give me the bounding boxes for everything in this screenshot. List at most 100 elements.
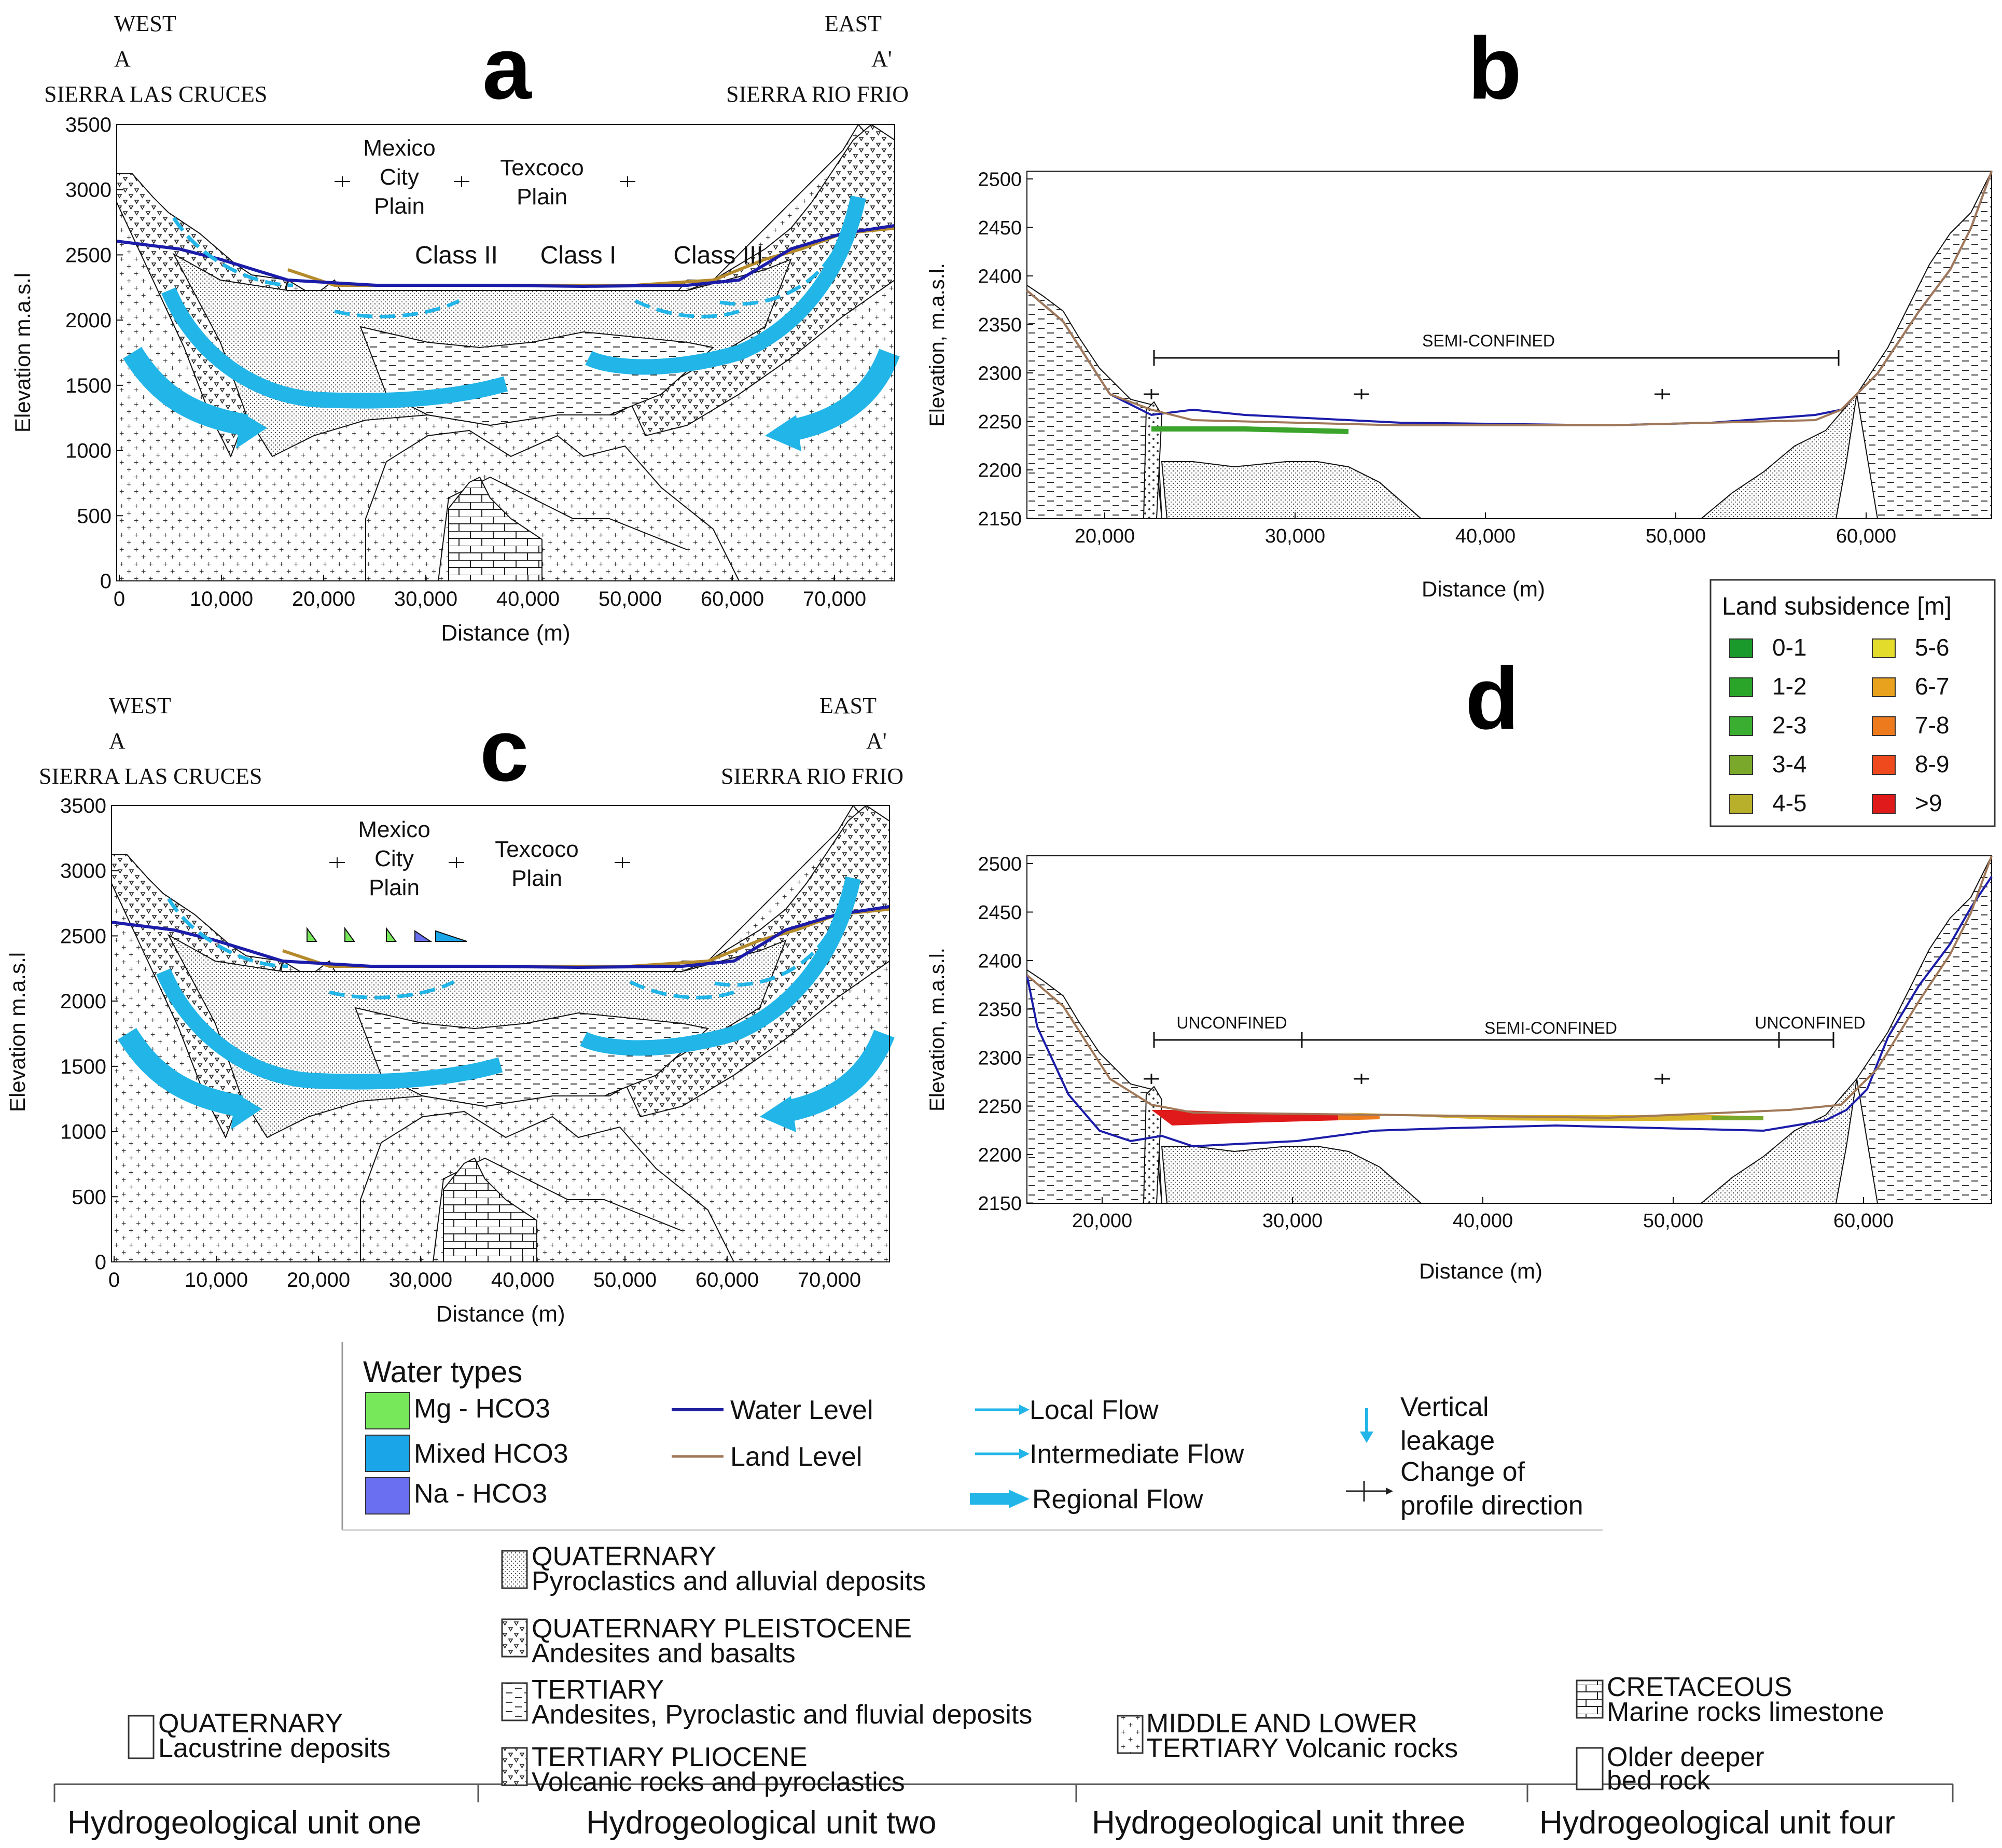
panel-a-x-tick-label: 10,000: [190, 588, 253, 610]
subsidence-label: 1-2: [1772, 673, 1806, 700]
panel-d-y-tick-label: 2400: [978, 950, 1022, 972]
panel-a-x-tick-label: 70,000: [803, 588, 866, 610]
panel-a-west: WEST: [114, 11, 176, 36]
subsidence-swatch: [1729, 638, 1753, 658]
panel-c-y-tick-label: 2000: [60, 990, 106, 1013]
subsidence-legend-title: Land subsidence [m]: [1722, 593, 1952, 620]
subsidence-swatch: [1729, 794, 1753, 814]
panel-b-xticks: 20,000 30,000 40,000 50,000 60,000: [1075, 512, 1896, 547]
panel-a-xlabel: Distance (m): [441, 620, 570, 646]
subsidence-label: 6-7: [1915, 673, 1949, 700]
panel-c-xticks: 0 10,000 20,000 30,000 40,000 50,000 60,000 70,…: [108, 1256, 861, 1291]
class-iii-label: Class III: [673, 242, 763, 269]
panel-c: c WEST A SIERRA LAS CRUCES EAST A' SIERR…: [5, 693, 903, 1327]
label-water-level: Water Level: [730, 1395, 873, 1425]
panel-d-x-tick-label: 20,000: [1072, 1210, 1132, 1232]
panel-b: SEMI-CONFINED b Elevation, m.a.s.l. Dist…: [926, 19, 1993, 601]
subsidence-swatch: [1729, 755, 1753, 775]
panel-a-y-tick-label: 2000: [65, 309, 112, 332]
subsidence-label: 4-5: [1772, 789, 1806, 816]
panel-a-x-tick-label: 50,000: [599, 588, 662, 610]
panel-d-yticks: 2500 2450 2400 2350 2300 2250 2200 2150: [978, 853, 1033, 1215]
unit-two-item-3a: TERTIARY: [532, 1675, 664, 1705]
swatch-andesites-basalts: [501, 1618, 528, 1658]
panel-c-west-range: SIERRA LAS CRUCES: [39, 763, 262, 789]
subsidence-label: 5-6: [1915, 634, 1949, 661]
panel-d-y-tick-label: 2300: [978, 1047, 1022, 1069]
unit-two-item-1b: Pyroclastics and alluvial deposits: [532, 1566, 926, 1596]
panel-d-x-tick-label: 60,000: [1833, 1210, 1894, 1232]
panel-c-ylabel: Elevation m.a.s.l: [5, 952, 30, 1112]
label-change-1: Change of: [1400, 1457, 1525, 1487]
panel-a-yticks: 3500 3000 2500 2000 1500 1000 500 0: [65, 114, 123, 593]
swatch-bed-rock: [1576, 1747, 1604, 1790]
label-vertical-leakage-1: Vertical: [1400, 1392, 1489, 1422]
subsidence-legend: Land subsidence [m] 0-1 1-2 2-3 3-4 4-5 5-6 6-…: [1709, 579, 1996, 827]
panel-a-x-tick-label: 30,000: [394, 588, 457, 610]
panel-d-y-tick-label: 2150: [978, 1193, 1022, 1215]
unit-one-item-1a: QUATERNARY: [158, 1708, 343, 1739]
label-local-flow: Local Flow: [1030, 1395, 1159, 1425]
label-land-level: Land Level: [730, 1442, 862, 1472]
unit-four-item-2a: Older deeper: [1607, 1742, 1764, 1772]
panel-d-y-tick-label: 2250: [978, 1096, 1022, 1118]
unit-three-title: Hydrogeological unit three: [1092, 1805, 1465, 1841]
zone-semi-confined: SEMI-CONFINED: [1484, 1019, 1617, 1037]
unit-two-item-2b: Andesites and basalts: [532, 1638, 796, 1669]
panel-c-y-tick-label: 0: [95, 1251, 106, 1274]
panel-c-letter: c: [480, 701, 529, 800]
panel-b-y-tick-label: 2150: [978, 508, 1022, 530]
panel-c-x-tick-label: 0: [108, 1269, 120, 1291]
panel-b-y-tick-label: 2400: [978, 266, 1022, 287]
swatch-tertiary-pliocene: [501, 1747, 528, 1786]
hydrogeological-units: QUATERNARY Lacustrine deposits Hydrogeol…: [53, 1541, 1954, 1841]
panel-c-x-tick-label: 30,000: [389, 1269, 452, 1291]
panel-a-x-tick-label: 60,000: [701, 588, 764, 610]
unit-three-item-1a: MIDDLE AND LOWER: [1146, 1708, 1417, 1739]
panel-a-y-tick-label: 1000: [65, 440, 112, 463]
unit-two-item-2a: QUATERNARY PLEISTOCENE: [532, 1614, 912, 1644]
swatch-mixed-hco3: [365, 1435, 410, 1472]
subsidence-swatch: [1872, 755, 1896, 775]
profile-direction-icon: [1346, 1481, 1390, 1502]
panel-a-east: EAST: [825, 11, 882, 36]
panel-c-xlabel: Distance (m): [436, 1301, 565, 1327]
panel-c-x-tick-label: 60,000: [696, 1269, 759, 1291]
unit-three-item-1b: TERTIARY Volcanic rocks: [1146, 1733, 1458, 1763]
panel-a-y-tick-label: 1500: [65, 374, 112, 397]
label-intermediate-flow: Intermediate Flow: [1030, 1439, 1244, 1469]
label-vertical-leakage-2: leakage: [1400, 1426, 1495, 1456]
panel-c-yticks: 3500 3000 2500 2000 1500 1000 500 0: [60, 795, 118, 1274]
subsidence-label: >9: [1915, 789, 1942, 816]
unit-two-item-4a: TERTIARY PLIOCENE: [532, 1742, 808, 1772]
unit-two-item-4b: Volcanic rocks and pyroclastics: [532, 1767, 905, 1797]
subsidence-swatch: [1872, 677, 1896, 697]
panel-a-y-tick-label: 500: [77, 505, 112, 527]
panel-c-x-tick-label: 10,000: [185, 1269, 248, 1291]
subsidence-label: 3-4: [1772, 751, 1806, 777]
panel-d-ylabel: Elevation, m.a.s.l.: [926, 948, 949, 1111]
swatch-tertiary-andesites: [501, 1682, 528, 1721]
unit-four-title: Hydrogeological unit four: [1539, 1805, 1895, 1841]
swatch-volcanic-rocks: [1117, 1715, 1144, 1754]
panel-b-y-tick-label: 2350: [978, 314, 1022, 336]
panel-d-x-tick-label: 40,000: [1453, 1210, 1513, 1232]
panel-d-land-level: [1026, 855, 1993, 1119]
subsidence-label: 7-8: [1915, 712, 1949, 739]
panel-c-east: EAST: [819, 693, 877, 718]
water-legend-title: Water types: [363, 1355, 522, 1389]
panel-b-x-tick-label: 60,000: [1836, 525, 1896, 547]
label-mixed-hco3: Mixed HCO3: [414, 1439, 568, 1469]
c-plain-texcoco-line2: Plain: [511, 866, 562, 891]
panel-b-x-tick-label: 30,000: [1265, 525, 1325, 547]
unit-two-title: Hydrogeological unit two: [586, 1805, 937, 1841]
panel-a-east-mark: A': [871, 46, 892, 72]
panel-b-x-tick-label: 40,000: [1455, 525, 1516, 547]
panel-c-y-tick-label: 2500: [60, 925, 106, 948]
label-na-hco3: Na - HCO3: [414, 1479, 547, 1509]
subsidence-swatch: [1872, 716, 1896, 736]
plain-texcoco-line2: Plain: [517, 184, 567, 210]
swatch-mg-hco3: [365, 1392, 410, 1429]
panel-a-y-tick-label: 3500: [65, 114, 112, 136]
